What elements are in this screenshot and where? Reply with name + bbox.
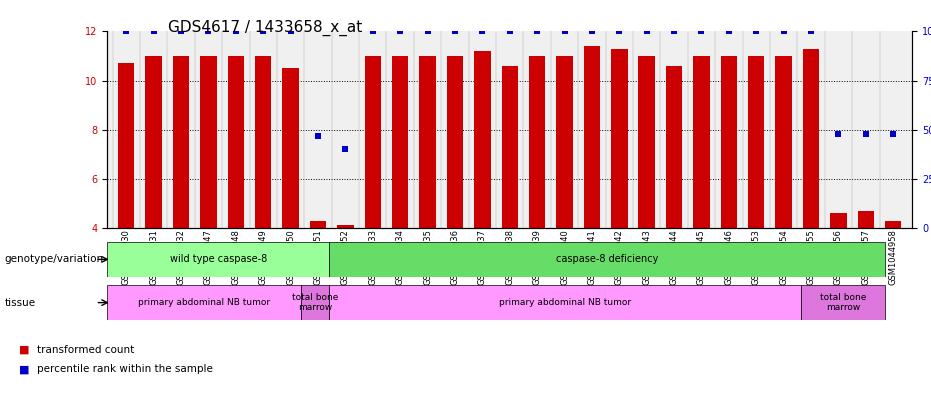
Bar (803, 49, 819, 228)
Text: caspase-8 deficiency: caspase-8 deficiency (556, 254, 658, 264)
Bar (694, 56, 709, 228)
Bar (502, 66, 518, 228)
Text: primary abdominal NB tumor: primary abdominal NB tumor (138, 298, 270, 307)
Bar (529, 56, 546, 228)
FancyBboxPatch shape (330, 285, 802, 320)
Bar (365, 56, 381, 228)
Bar (885, 220, 901, 228)
Bar (337, 226, 354, 228)
Bar (118, 63, 134, 228)
Bar (474, 51, 491, 228)
Bar (857, 211, 874, 228)
Bar (173, 56, 189, 228)
FancyBboxPatch shape (330, 242, 884, 277)
Text: tissue: tissue (5, 298, 35, 308)
Bar (419, 56, 436, 228)
Text: primary abdominal NB tumor: primary abdominal NB tumor (499, 298, 631, 307)
Text: ■: ■ (19, 345, 29, 355)
Text: ■: ■ (19, 364, 29, 375)
Bar (776, 56, 792, 228)
Text: total bone
marrow: total bone marrow (292, 293, 339, 312)
Text: GDS4617 / 1433658_x_at: GDS4617 / 1433658_x_at (168, 20, 362, 36)
Bar (447, 56, 463, 228)
Text: total bone
marrow: total bone marrow (820, 293, 866, 312)
Bar (721, 56, 737, 228)
Bar (145, 56, 162, 228)
Bar (200, 56, 217, 228)
Bar (584, 46, 600, 228)
FancyBboxPatch shape (302, 285, 330, 320)
Text: wild type caspase-8: wild type caspase-8 (169, 254, 267, 264)
FancyBboxPatch shape (802, 285, 884, 320)
FancyBboxPatch shape (107, 285, 302, 320)
Text: transformed count: transformed count (37, 345, 134, 355)
Text: percentile rank within the sample: percentile rank within the sample (37, 364, 213, 375)
Bar (830, 213, 846, 228)
Bar (227, 56, 244, 228)
FancyBboxPatch shape (107, 242, 330, 277)
Bar (557, 56, 573, 228)
Bar (392, 56, 409, 228)
Bar (748, 56, 764, 228)
Bar (310, 220, 326, 228)
Bar (255, 56, 272, 228)
Text: genotype/variation: genotype/variation (5, 254, 103, 264)
Bar (611, 49, 627, 228)
Bar (639, 56, 654, 228)
Bar (666, 66, 682, 228)
Bar (282, 68, 299, 228)
